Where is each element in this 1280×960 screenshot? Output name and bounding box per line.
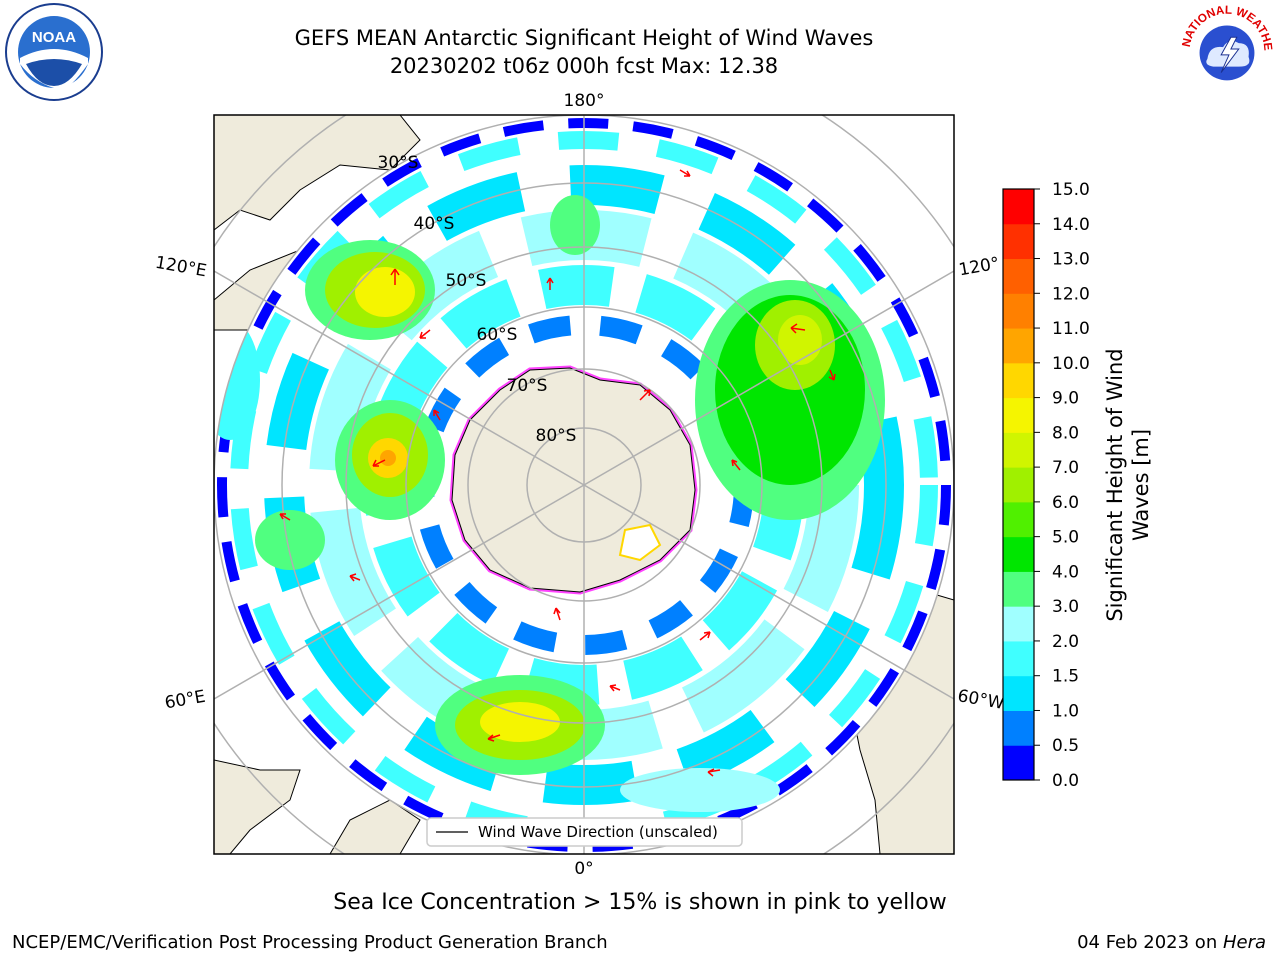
colorbar-title-line2: Waves [m] bbox=[1129, 428, 1153, 542]
nws-logo: NATIONAL WEATHER SERVICE bbox=[1178, 2, 1274, 99]
lon-label-120e: 120°E bbox=[154, 253, 208, 282]
lon-label-180: 180° bbox=[564, 91, 605, 111]
graticule bbox=[214, 115, 954, 854]
footer-date: 04 Feb 2023 on Hera bbox=[1077, 932, 1266, 953]
sea-ice-note: Sea Ice Concentration > 15% is shown in … bbox=[333, 890, 947, 915]
antarctica bbox=[449, 365, 698, 595]
map-title: GEFS MEAN Antarctic Significant Height o… bbox=[294, 26, 874, 50]
colorbar-title-line1: Significant Height of Wind bbox=[1103, 348, 1127, 622]
legend-label: Wind Wave Direction (unscaled) bbox=[478, 823, 718, 841]
footer-date-text: 04 Feb 2023 on bbox=[1077, 932, 1223, 953]
map-subtitle-run: 20230202 t06z 000h fcst Max: 12.38 bbox=[389, 54, 779, 78]
noaa-logo-text: NOAA bbox=[32, 29, 76, 46]
lat-label-80s: 80°S bbox=[536, 426, 577, 446]
lat-label-60s: 60°S bbox=[477, 325, 518, 345]
footer-host: Hera bbox=[1222, 932, 1266, 953]
lat-label-30s: 30°S bbox=[378, 153, 419, 173]
lat-label-70s: 70°S bbox=[507, 376, 548, 396]
map-legend: Wind Wave Direction (unscaled) bbox=[426, 817, 743, 847]
lat-label-50s: 50°S bbox=[446, 271, 487, 291]
wind-wave-arrows bbox=[279, 169, 836, 777]
lon-label-60w: 60°W bbox=[956, 686, 1006, 714]
lon-label-60e: 60°E bbox=[163, 687, 207, 714]
lon-label-120w: 120° bbox=[957, 254, 1001, 281]
noaa-logo: NOAA bbox=[5, 3, 103, 101]
lon-label-0: 0° bbox=[574, 859, 593, 879]
lat-label-40s: 40°S bbox=[414, 214, 455, 234]
footer-branch: NCEP/EMC/Verification Post Processing Pr… bbox=[12, 932, 608, 953]
